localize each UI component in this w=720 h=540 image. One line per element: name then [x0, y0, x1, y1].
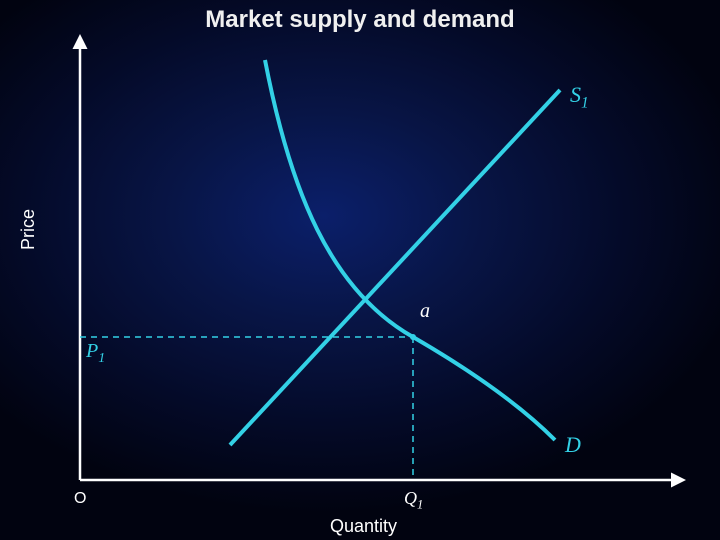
x-axis-label: Quantity: [330, 516, 397, 537]
equilibrium-point: [410, 334, 416, 340]
supply-label: S1: [570, 82, 589, 112]
supply-label-sub: 1: [581, 94, 589, 111]
supply-curve: [230, 90, 560, 445]
y-axis-label: Price: [18, 209, 39, 250]
quantity-label-main: Q: [404, 488, 417, 508]
chart-stage: Market supply and demand Price Quantity …: [0, 0, 720, 540]
demand-label: D: [565, 432, 581, 458]
price-label: P1: [86, 340, 105, 367]
equilibrium-label: a: [420, 300, 430, 323]
price-label-main: P: [86, 340, 98, 362]
price-label-sub: 1: [98, 351, 105, 366]
chart-svg: [0, 0, 720, 540]
supply-label-main: S: [570, 82, 581, 107]
quantity-label-sub: 1: [417, 498, 423, 512]
origin-label: O: [74, 490, 86, 508]
quantity-label: Q1: [404, 488, 423, 513]
